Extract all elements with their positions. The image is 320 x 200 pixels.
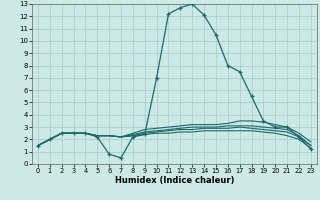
X-axis label: Humidex (Indice chaleur): Humidex (Indice chaleur) [115, 176, 234, 185]
